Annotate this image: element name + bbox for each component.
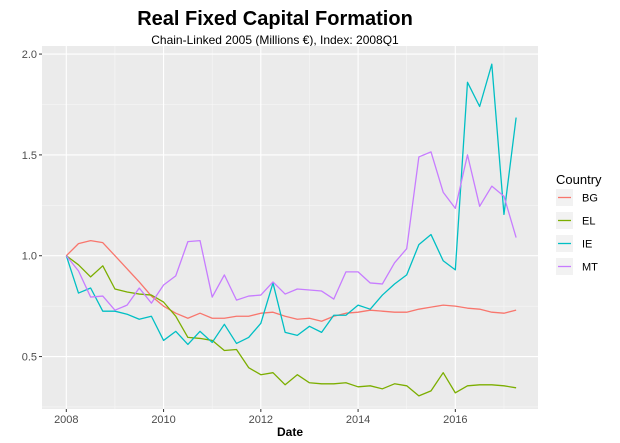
y-axis-ticks: 0.5 1.0 1.5 2.0 (22, 49, 42, 364)
legend: Country BG EL IE MT (556, 172, 602, 275)
x-axis-title: Date (277, 425, 303, 439)
x-tick-label: 2014 (346, 414, 370, 426)
series-line-el (65, 255, 517, 397)
chart-subtitle: Chain-Linked 2005 (Millions €), Index: 2… (151, 33, 399, 47)
legend-label-el: EL (582, 216, 595, 228)
x-axis-ticks: 2008 2010 2012 2014 2016 (54, 409, 468, 426)
series-line-mt (65, 151, 517, 311)
x-tick-label: 2016 (443, 414, 467, 426)
series-line-bg (65, 239, 517, 322)
y-tick-label: 2.0 (22, 49, 37, 61)
x-tick-label: 2010 (151, 414, 175, 426)
grid-major (42, 46, 538, 409)
y-tick-label: 1.5 (22, 150, 37, 162)
series-lines (65, 63, 517, 397)
y-tick-label: 0.5 (22, 352, 37, 364)
x-tick-label: 2008 (54, 414, 78, 426)
plot-panel (42, 46, 538, 409)
legend-label-ie: IE (582, 239, 592, 251)
legend-label-mt: MT (582, 262, 598, 274)
y-tick-label: 1.0 (22, 251, 37, 263)
legend-label-bg: BG (582, 193, 598, 205)
series-line-ie (65, 63, 517, 346)
x-tick-label: 2012 (249, 414, 273, 426)
chart-title: Real Fixed Capital Formation (137, 8, 413, 30)
legend-title: Country (556, 172, 602, 187)
